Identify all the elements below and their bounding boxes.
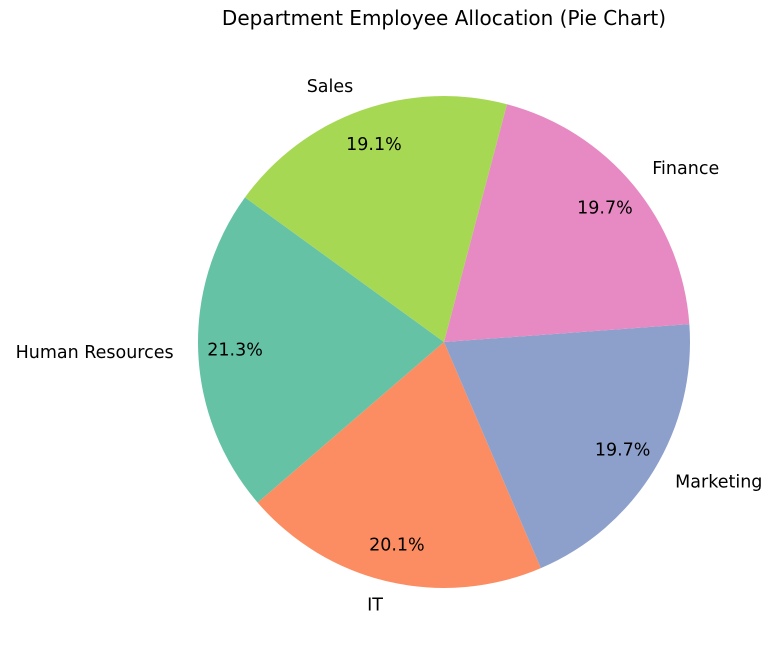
slice-finance bbox=[444, 104, 690, 343]
slice-pct-human-resources: 21.3% bbox=[207, 341, 263, 361]
pie-labels: Human Resources 21.3% IT 20.1% Marketing 19.7… bbox=[16, 77, 762, 616]
slice-label-it: IT bbox=[367, 596, 383, 616]
slice-label-finance: Finance bbox=[652, 159, 719, 179]
slice-label-marketing: Marketing bbox=[675, 473, 762, 493]
slice-pct-sales: 19.1% bbox=[346, 135, 402, 155]
slice-label-human-resources: Human Resources bbox=[16, 343, 174, 363]
slice-pct-finance: 19.7% bbox=[577, 199, 633, 219]
slice-marketing bbox=[444, 324, 690, 569]
pie-slices bbox=[197, 96, 690, 588]
slice-pct-marketing: 19.7% bbox=[595, 441, 651, 461]
slice-human-resources bbox=[197, 197, 444, 503]
slice-sales bbox=[244, 96, 507, 342]
slice-it bbox=[257, 342, 541, 588]
chart-title: Department Employee Allocation (Pie Char… bbox=[222, 6, 666, 30]
slice-pct-it: 20.1% bbox=[369, 536, 425, 556]
slice-label-sales: Sales bbox=[307, 77, 354, 97]
